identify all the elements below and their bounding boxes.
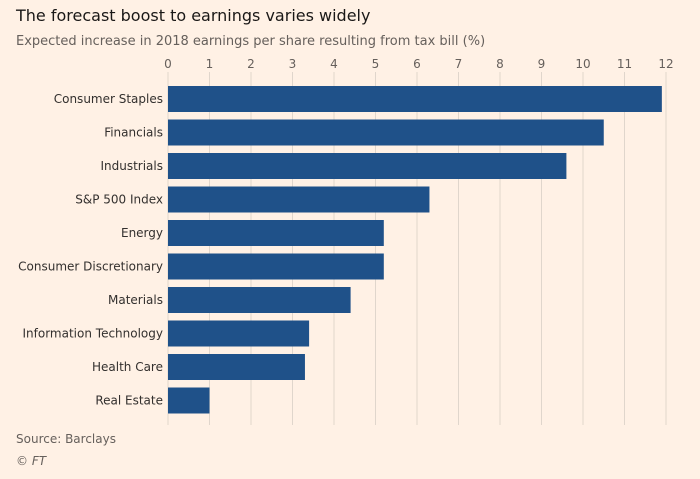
category-label: Information Technology: [23, 327, 164, 341]
category-label: Industrials: [100, 159, 163, 173]
x-tick-label: 0: [164, 57, 172, 71]
x-tick-label: 8: [496, 57, 504, 71]
bar: [168, 253, 384, 280]
source-note: Source: Barclays: [16, 432, 116, 446]
x-tick-label: 5: [372, 57, 380, 71]
bar: [168, 119, 604, 146]
bar: [168, 186, 430, 213]
category-label: Health Care: [92, 360, 163, 374]
category-label: Consumer Discretionary: [18, 260, 163, 274]
category-label: Energy: [121, 226, 163, 240]
category-label: Materials: [108, 293, 163, 307]
chart-title: The forecast boost to earnings varies wi…: [16, 6, 371, 25]
chart-subtitle: Expected increase in 2018 earnings per s…: [16, 34, 486, 49]
category-label: Consumer Staples: [54, 92, 163, 106]
x-tick-label: 12: [658, 57, 673, 71]
bar: [168, 220, 384, 246]
x-tick-label: 9: [538, 57, 546, 71]
x-tick-label: 6: [413, 57, 421, 71]
category-label: Financials: [104, 126, 163, 140]
bar: [168, 387, 210, 414]
x-tick-label: 11: [617, 57, 632, 71]
x-tick-label: 2: [247, 57, 255, 71]
category-label: S&P 500 Index: [75, 193, 163, 207]
bar: [168, 320, 310, 347]
bar: [168, 153, 567, 179]
x-tick-label: 1: [206, 57, 214, 71]
x-tick-label: 7: [455, 57, 463, 71]
bar: [168, 354, 305, 380]
x-tick-label: 3: [289, 57, 297, 71]
x-tick-label: 4: [330, 57, 338, 71]
category-label: Real Estate: [95, 394, 163, 408]
bar: [168, 86, 662, 112]
x-tick-label: 10: [575, 57, 590, 71]
ft-credit: © FT: [16, 454, 47, 468]
bar: [168, 287, 351, 313]
